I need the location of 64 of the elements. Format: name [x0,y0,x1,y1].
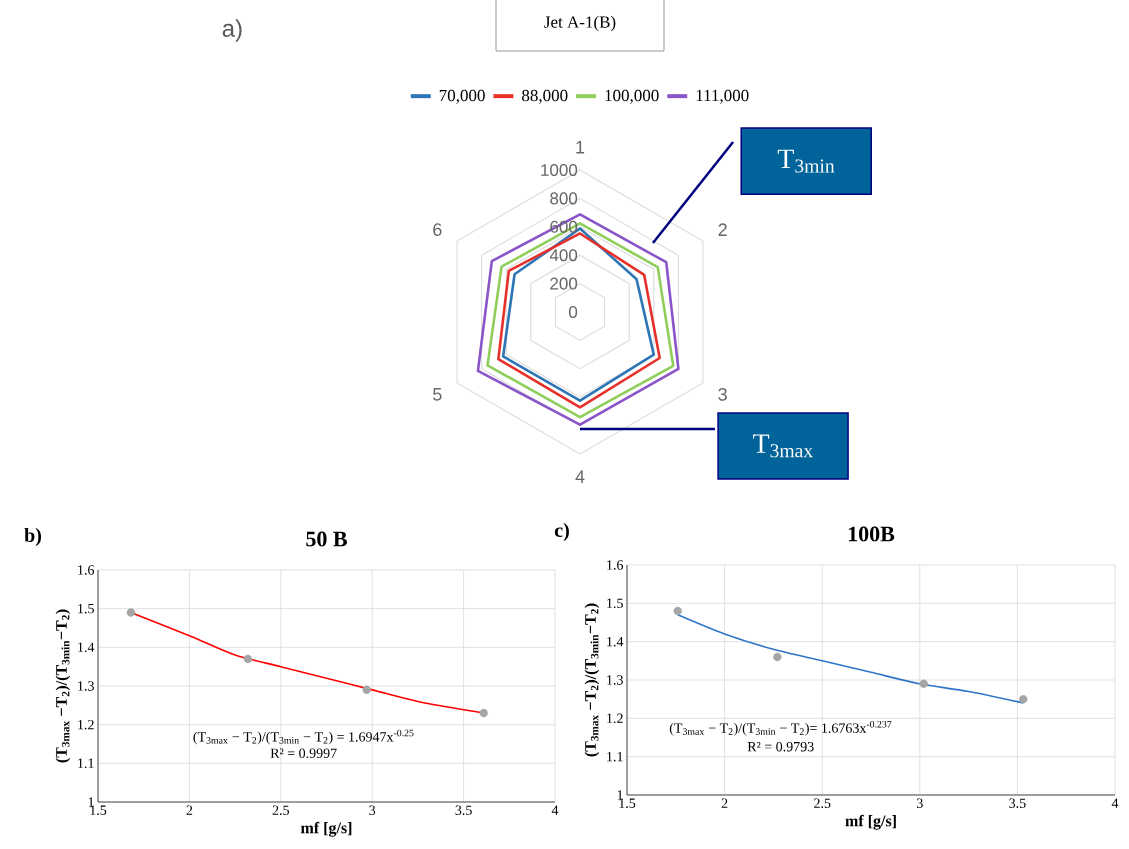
point [362,685,371,695]
y-tick-label: 1.1 [78,758,94,769]
legend-label: 70,000 [439,89,485,104]
y-tick-label: 1000 [541,163,578,177]
text: (T$_{3max}$ −T$_{2}$)/(T$_{3min}$−T$_{2}$) [584,603,600,757]
text: (T$_{3max}$ − T$_{2}$)/(T$_{3min}$ − T$_{2}$)= 1.6763x$^{-0.237}$ [669,720,892,736]
x-tick-label: 2 [721,798,728,808]
y-tick-label: 1.3 [607,675,623,685]
text: T$_{3min}$ [777,149,835,173]
y-tick-label: 1.2 [78,719,94,730]
x-tick-label: 2.5 [814,798,831,809]
point [773,652,782,662]
x-tick-label: 1.5 [90,805,107,815]
point [243,654,253,664]
point [126,608,136,617]
x-tick-label: 4 [551,805,559,815]
y-tick-label: 1.4 [78,642,95,653]
spoke-label: 5 [433,388,442,401]
annotation: R² = 0.9793 [747,741,814,752]
y-tick-label: 1.5 [78,603,94,614]
y-tick-label: 1.1 [607,751,623,762]
x-tick-label: 3 [369,805,376,815]
y-tick-label: 1 [617,790,623,800]
x-tick-label: 3 [916,798,923,808]
x-tick-label: 3.5 [455,805,472,816]
text: a) [222,19,242,42]
spoke-label: 6 [433,223,442,236]
y-tick-label: 1.4 [607,636,624,647]
point [479,708,488,718]
y-tick-label: 0 [569,305,578,319]
chart-title: 50 B [306,531,347,547]
spoke-label: 3 [718,387,727,401]
x-tick-label: 2.5 [272,805,290,816]
text: T$_{3max}$ [753,434,813,458]
y-tick-label: 400 [549,249,578,262]
point [673,606,682,616]
x-tick-label: 3.5 [1009,798,1026,809]
annotation: R² = 0.9997 [270,748,337,759]
text: (T$_{3max}$ −T$_{2}$)/(T$_{3min}$−T$_{2}$) [55,609,71,763]
text: c) [554,522,569,542]
chart-title: 100B [848,526,895,542]
text: b) [24,527,42,547]
text: (T$_{3max}$ − T$_{2}$)/(T$_{3min}$ − T$_{2}$) = 1.6947x$^{-0.25}$ [193,729,414,745]
chart-title: Jet A-1(B) [544,15,616,32]
y-tick-label: 1.2 [607,713,623,724]
y-tick-label: 1.6 [607,560,624,570]
legend-label: 100,000 [605,89,659,104]
x-axis-title: mf [g/s] [300,821,352,837]
y-tick-label: 1.3 [78,681,94,691]
legend-label: 111,000 [696,89,749,104]
point [919,679,928,689]
spoke-label: 2 [718,223,727,236]
x-tick-label: 4 [1111,798,1119,808]
y-tick-label: 800 [550,192,578,205]
spoke-label: 4 [575,470,585,483]
x-tick-label: 2 [186,805,193,815]
y-tick-label: 1.5 [607,598,623,609]
x-tick-label: 1.5 [619,798,636,808]
x-axis-title: mf [g/s] [845,814,896,830]
y-tick-label: 1 [88,797,94,807]
y-tick-label: 1.6 [78,565,95,575]
y-tick-label: 200 [550,277,578,290]
legend-label: 88,000 [522,89,568,104]
point [1019,694,1028,704]
